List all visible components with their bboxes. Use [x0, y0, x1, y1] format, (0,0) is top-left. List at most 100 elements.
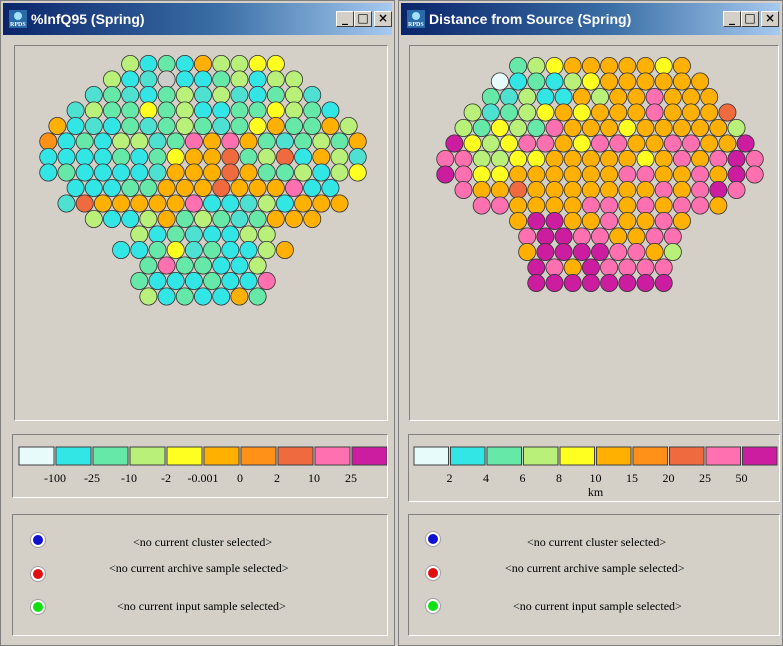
map-cell[interactable]	[581, 150, 600, 169]
map-cell[interactable]	[75, 194, 94, 213]
map-cell[interactable]	[645, 88, 664, 107]
map-cell[interactable]	[239, 132, 258, 151]
map-cell[interactable]	[130, 225, 149, 244]
map-cell[interactable]	[284, 178, 303, 197]
map-cell[interactable]	[139, 54, 158, 74]
map-cell[interactable]	[84, 117, 103, 136]
map-cell[interactable]	[709, 119, 728, 138]
map-cell[interactable]	[121, 86, 140, 105]
map-cell[interactable]	[284, 70, 303, 89]
map-cell[interactable]	[527, 258, 546, 277]
map-cell[interactable]	[166, 132, 185, 151]
map-cell[interactable]	[472, 150, 491, 169]
map-cell[interactable]	[175, 287, 194, 306]
map-cell[interactable]	[203, 271, 222, 290]
map-cell[interactable]	[193, 209, 212, 228]
map-cell[interactable]	[166, 194, 185, 213]
map-cell[interactable]	[609, 134, 628, 153]
map-cell[interactable]	[294, 194, 313, 213]
map-cell[interactable]	[709, 196, 728, 215]
map-cell[interactable]	[700, 88, 719, 107]
map-cell[interactable]	[563, 196, 582, 215]
map-cell[interactable]	[654, 72, 673, 91]
map-cell[interactable]	[672, 196, 691, 215]
map-cell[interactable]	[663, 103, 682, 122]
map-cell[interactable]	[330, 163, 349, 182]
map-cell[interactable]	[572, 88, 591, 107]
map-cell[interactable]	[157, 256, 176, 275]
map-cell[interactable]	[590, 242, 609, 261]
map-cell[interactable]	[691, 150, 710, 169]
map-cell[interactable]	[563, 56, 582, 76]
map-cell[interactable]	[672, 165, 691, 184]
map-cell[interactable]	[303, 209, 322, 228]
map-cell[interactable]	[130, 148, 149, 167]
map-cell[interactable]	[139, 101, 158, 120]
map-cell[interactable]	[275, 240, 294, 259]
map-cell[interactable]	[636, 119, 655, 138]
map-cell[interactable]	[536, 103, 555, 122]
close-button[interactable]: ×	[761, 11, 779, 27]
map-cell[interactable]	[221, 271, 240, 290]
map-cell[interactable]	[266, 70, 285, 89]
map-cell[interactable]	[257, 148, 276, 167]
map-cell[interactable]	[193, 178, 212, 197]
title-bar[interactable]: RPDS Distance from Source (Spring) _ □ ×	[401, 3, 780, 35]
map-cell[interactable]	[636, 258, 655, 277]
map-cell[interactable]	[618, 180, 637, 199]
map-cell[interactable]	[581, 56, 600, 76]
map-cell[interactable]	[248, 70, 267, 89]
map-cell[interactable]	[590, 227, 609, 246]
map-cell[interactable]	[527, 119, 546, 138]
map-cell[interactable]	[490, 180, 509, 199]
map-cell[interactable]	[463, 134, 482, 153]
map-cell[interactable]	[627, 103, 646, 122]
map-cell[interactable]	[348, 163, 367, 182]
map-cell[interactable]	[645, 227, 664, 246]
map-cell[interactable]	[148, 271, 167, 290]
map-cell[interactable]	[509, 72, 528, 91]
map-cell[interactable]	[545, 258, 564, 277]
hex-map-panel[interactable]	[409, 45, 779, 421]
map-cell[interactable]	[312, 163, 331, 182]
map-cell[interactable]	[554, 134, 573, 153]
map-cell[interactable]	[239, 148, 258, 167]
map-cell[interactable]	[490, 150, 509, 169]
map-cell[interactable]	[472, 165, 491, 184]
window-left[interactable]: RPDS %InfQ95 (Spring) _ □ × -100 -25 -10 -2…	[0, 0, 395, 646]
map-cell[interactable]	[139, 287, 158, 306]
map-cell[interactable]	[112, 194, 131, 213]
map-cell[interactable]	[84, 209, 103, 228]
map-cell[interactable]	[536, 134, 555, 153]
map-cell[interactable]	[654, 165, 673, 184]
map-cell[interactable]	[248, 54, 267, 74]
map-cell[interactable]	[590, 88, 609, 107]
map-cell[interactable]	[230, 70, 249, 89]
map-cell[interactable]	[221, 225, 240, 244]
map-cell[interactable]	[103, 209, 122, 228]
map-cell[interactable]	[266, 101, 285, 120]
map-cell[interactable]	[203, 240, 222, 259]
minimize-button[interactable]: _	[723, 11, 741, 27]
map-cell[interactable]	[203, 225, 222, 244]
map-cell[interactable]	[490, 119, 509, 138]
map-cell[interactable]	[39, 132, 58, 151]
map-cell[interactable]	[248, 178, 267, 197]
map-cell[interactable]	[112, 132, 131, 151]
map-cell[interactable]	[654, 119, 673, 138]
map-cell[interactable]	[39, 148, 58, 167]
map-cell[interactable]	[627, 88, 646, 107]
map-cell[interactable]	[509, 196, 528, 215]
map-cell[interactable]	[339, 117, 358, 136]
map-cell[interactable]	[193, 54, 212, 74]
map-cell[interactable]	[103, 101, 122, 120]
map-cell[interactable]	[103, 178, 122, 197]
map-cell[interactable]	[654, 56, 673, 76]
map-cell[interactable]	[563, 180, 582, 199]
map-cell[interactable]	[230, 209, 249, 228]
map-cell[interactable]	[609, 103, 628, 122]
map-cell[interactable]	[609, 242, 628, 261]
map-cell[interactable]	[57, 194, 76, 213]
map-cell[interactable]	[745, 165, 764, 184]
map-cell[interactable]	[303, 178, 322, 197]
